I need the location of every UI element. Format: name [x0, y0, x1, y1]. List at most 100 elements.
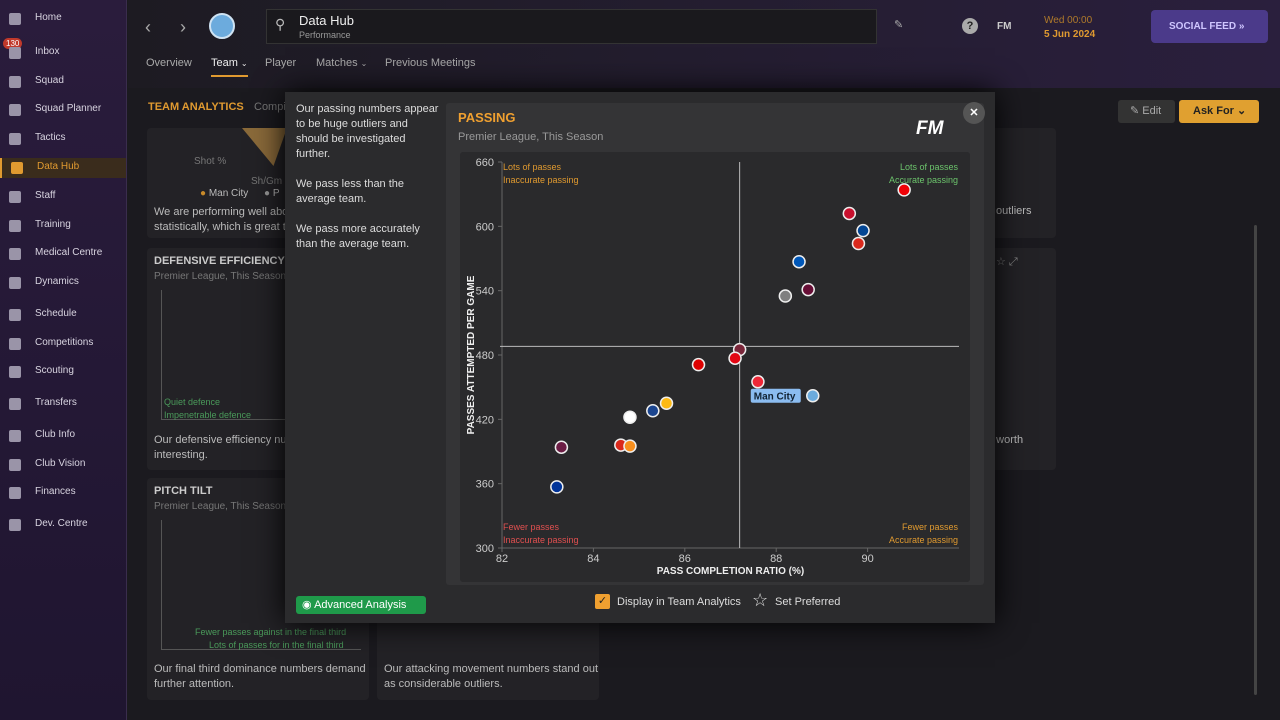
x-tick-label: 82: [496, 553, 508, 565]
quadrant-label: Impenetrable defence: [164, 410, 252, 420]
nav-icon: [9, 366, 21, 378]
nav-icon: [9, 338, 21, 350]
team-point: [728, 351, 742, 365]
nav-item[interactable]: Data Hub: [0, 158, 126, 178]
tab[interactable]: Player: [265, 57, 296, 75]
card-text: Our attacking movement numbers stand out: [384, 663, 598, 675]
nav-icon: [9, 430, 21, 442]
search-box[interactable]: [266, 9, 877, 44]
nav-item[interactable]: Transfers: [0, 394, 126, 414]
nav-item[interactable]: Training: [0, 216, 126, 236]
legend-label: P: [272, 188, 280, 199]
team-point: [856, 223, 870, 238]
star-icon[interactable]: ☆ ⤢: [996, 256, 1018, 268]
caret: ⌄: [240, 59, 248, 68]
nav-label: Tactics: [35, 132, 66, 143]
nav-label: Scouting: [35, 365, 74, 376]
tab-label: Matches: [316, 57, 358, 69]
advanced-analysis-label: Advanced Analysis: [314, 599, 407, 611]
card-text: Our final third dominance numbers demand: [154, 663, 366, 675]
card-right: ☆ ⤢ e worth: [987, 248, 1056, 470]
y-tick-label: 360: [476, 479, 494, 491]
caret: ⌄: [360, 59, 368, 68]
nav-item[interactable]: Dynamics: [0, 273, 126, 293]
nav-item[interactable]: Inbox: [0, 43, 126, 63]
quadrant-label: Inaccurate passing: [503, 175, 579, 185]
note: We pass more accurately than the average…: [296, 223, 420, 250]
fm-icon[interactable]: FM: [997, 21, 1012, 32]
forward-button[interactable]: ›: [180, 17, 186, 37]
nav-icon: [9, 309, 21, 321]
point-label-box: [750, 388, 801, 403]
team-point: [806, 388, 820, 403]
checkbox-label: Display in Team Analytics: [617, 596, 741, 608]
nav-item[interactable]: Competitions: [0, 334, 126, 354]
nav-label: Dynamics: [35, 276, 79, 287]
quadrant-label: Fewer passes: [503, 522, 560, 532]
quadrant-label: Fewer passes: [902, 522, 959, 532]
tab[interactable]: Previous Meetings: [385, 57, 476, 75]
game-date: 5 Jun 2024: [1044, 29, 1096, 40]
x-tick-label: 88: [770, 553, 782, 565]
nav-item[interactable]: Home: [0, 9, 126, 29]
section-tab[interactable]: Compi: [254, 101, 286, 113]
card-text: interesting.: [154, 449, 208, 461]
nav-item[interactable]: Dev. Centre: [0, 515, 126, 535]
edit-button[interactable]: ✎ Edit: [1118, 100, 1175, 123]
ask-for-button[interactable]: Ask For ⌄: [1179, 100, 1259, 123]
nav-item[interactable]: Staff: [0, 187, 126, 207]
nav-label: Squad: [35, 75, 64, 86]
x-tick-label: 90: [861, 553, 873, 565]
nav-item[interactable]: Scouting: [0, 362, 126, 382]
star-icon[interactable]: ☆: [752, 590, 769, 610]
nav-item[interactable]: Club Info: [0, 426, 126, 446]
nav-item[interactable]: Finances: [0, 483, 126, 503]
nav-item[interactable]: Squad: [0, 72, 126, 92]
team-point: [897, 183, 911, 197]
inbox-badge: 130: [3, 38, 23, 49]
x-tick-label: 86: [679, 553, 691, 565]
plot-area: [460, 152, 970, 582]
axis-label: Sh/Gm: [251, 176, 283, 187]
nav-item[interactable]: Medical Centre: [0, 244, 126, 264]
nav-icon: [9, 459, 21, 471]
help-icon[interactable]: ?: [962, 18, 978, 34]
nav-icon: [9, 487, 21, 499]
nav-label: Staff: [35, 190, 56, 201]
close-button[interactable]: ✕: [963, 102, 985, 124]
team-point: [691, 357, 706, 372]
nav-label: Schedule: [35, 308, 77, 319]
section-title: TEAM ANALYTICS: [148, 101, 244, 113]
nav-label: Transfers: [35, 397, 77, 408]
tab[interactable]: Overview: [146, 57, 192, 75]
mini-plot: [161, 290, 361, 420]
quadrant-label: Quiet defence: [164, 397, 221, 407]
search-icon: ⚲: [275, 16, 286, 32]
back-button[interactable]: ‹: [145, 17, 151, 37]
legend-label: Man City: [208, 188, 249, 199]
advanced-analysis-button[interactable]: ◉ Advanced Analysis: [296, 596, 426, 614]
tab[interactable]: Matches ⌄: [316, 57, 367, 75]
club-badge[interactable]: [209, 13, 235, 39]
mini-plot: [161, 520, 361, 650]
edit-icon[interactable]: ✎: [894, 19, 904, 31]
checkbox[interactable]: ✓: [595, 594, 610, 609]
scrollbar[interactable]: [1254, 225, 1257, 695]
quadrant-label: Lots of passes for in the final third: [209, 640, 344, 650]
social-feed-button[interactable]: SOCIAL FEED »: [1151, 10, 1268, 43]
nav-item[interactable]: Tactics: [0, 129, 126, 149]
nav-label: Club Info: [35, 429, 76, 440]
legend-item: ● Man City: [200, 188, 249, 199]
chart-title: PASSING: [458, 110, 516, 125]
tab[interactable]: Team ⌄: [211, 57, 248, 77]
quadrant-label: Lots of passes: [503, 162, 562, 172]
team-point: [646, 404, 660, 418]
nav-item[interactable]: Schedule: [0, 305, 126, 325]
nav-item[interactable]: Squad Planner: [0, 100, 126, 120]
nav-item[interactable]: Club Vision: [0, 455, 126, 475]
chart-subtitle: Premier League, This Season: [458, 131, 604, 143]
nav-icon: [9, 104, 21, 116]
nav-label: Squad Planner: [35, 103, 102, 114]
chart: 82 84 86 88 90 300 360 420 480 540 600 660 PASS COMP…: [460, 152, 970, 582]
